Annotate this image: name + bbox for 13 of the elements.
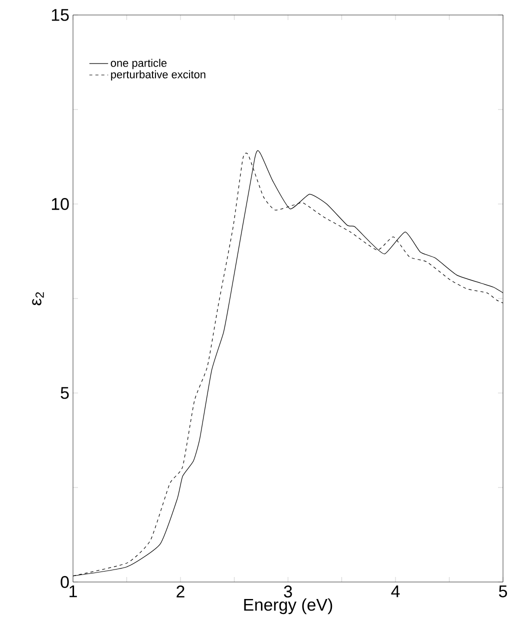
- y-tick-label: 0: [60, 576, 69, 588]
- x-tick-label: 1: [70, 586, 77, 598]
- legend-label: one particle: [110, 58, 167, 70]
- legend-label: perturbative exciton: [111, 70, 206, 80]
- y-tick-label: 15: [52, 9, 69, 21]
- y-tick-label: 5: [60, 387, 69, 399]
- y-tick-label: 10: [52, 198, 69, 210]
- x-tick-label: 2: [176, 586, 184, 598]
- x-axis-title: Energy (eV): [244, 598, 332, 614]
- x-tick-label: 3: [284, 586, 292, 598]
- y-axis-title: ε$_{2}$: [32, 292, 44, 306]
- x-tick-label: 4: [391, 586, 400, 598]
- x-tick-label: 5: [498, 586, 507, 598]
